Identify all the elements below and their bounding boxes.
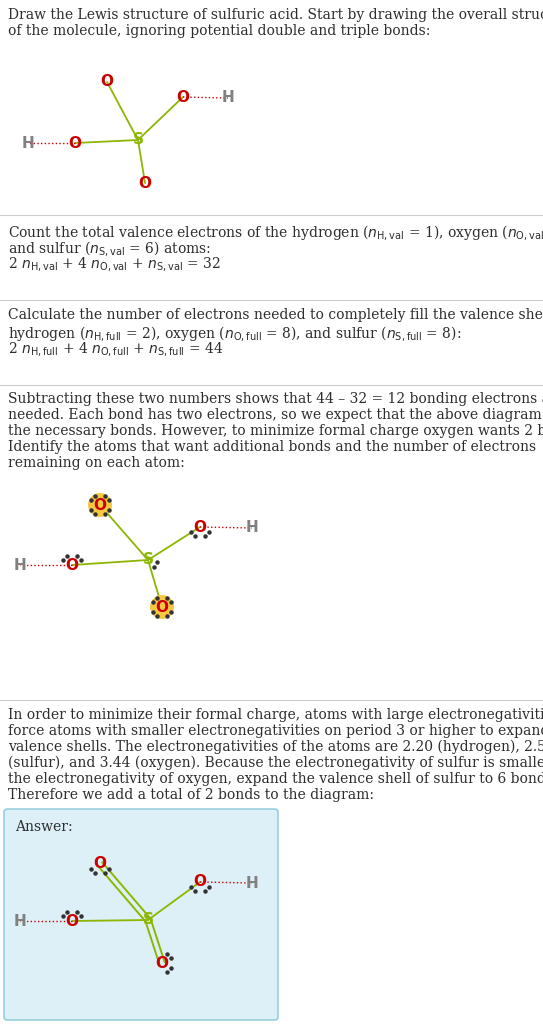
Text: Identify the atoms that want additional bonds and the number of electrons: Identify the atoms that want additional … bbox=[8, 440, 536, 454]
Text: force atoms with smaller electronegativities on period 3 or higher to expand the: force atoms with smaller electronegativi… bbox=[8, 724, 543, 738]
Text: Count the total valence electrons of the hydrogen ($n_{\mathrm{H,val}}$ = 1), ox: Count the total valence electrons of the… bbox=[8, 223, 543, 242]
Circle shape bbox=[150, 594, 174, 619]
Text: of the molecule, ignoring potential double and triple bonds:: of the molecule, ignoring potential doub… bbox=[8, 24, 431, 38]
Text: Answer:: Answer: bbox=[15, 820, 73, 834]
Text: (sulfur), and 3.44 (oxygen). Because the electronegativity of sulfur is smaller : (sulfur), and 3.44 (oxygen). Because the… bbox=[8, 756, 543, 771]
Text: the electronegativity of oxygen, expand the valence shell of sulfur to 6 bonds.: the electronegativity of oxygen, expand … bbox=[8, 772, 543, 786]
Text: H: H bbox=[222, 90, 235, 106]
Text: remaining on each atom:: remaining on each atom: bbox=[8, 456, 185, 470]
FancyBboxPatch shape bbox=[4, 809, 278, 1020]
Text: Therefore we add a total of 2 bonds to the diagram:: Therefore we add a total of 2 bonds to t… bbox=[8, 788, 374, 802]
Text: O: O bbox=[93, 857, 106, 871]
Text: Draw the Lewis structure of sulfuric acid. Start by drawing the overall structur: Draw the Lewis structure of sulfuric aci… bbox=[8, 8, 543, 22]
Text: S: S bbox=[142, 552, 154, 568]
Text: H: H bbox=[245, 521, 258, 535]
Text: S: S bbox=[132, 132, 143, 148]
Text: O: O bbox=[66, 913, 79, 929]
Text: O: O bbox=[93, 497, 106, 512]
Text: 2 $n_{\mathrm{H,val}}$ + 4 $n_{\mathrm{O,val}}$ + $n_{\mathrm{S,val}}$ = 32: 2 $n_{\mathrm{H,val}}$ + 4 $n_{\mathrm{O… bbox=[8, 255, 221, 273]
Text: O: O bbox=[66, 558, 79, 573]
Text: and sulfur ($n_{\mathrm{S,val}}$ = 6) atoms:: and sulfur ($n_{\mathrm{S,val}}$ = 6) at… bbox=[8, 239, 211, 258]
Text: the necessary bonds. However, to minimize formal charge oxygen wants 2 bonds.: the necessary bonds. However, to minimiz… bbox=[8, 424, 543, 438]
Text: O: O bbox=[155, 600, 168, 615]
Text: 2 $n_{\mathrm{H,full}}$ + 4 $n_{\mathrm{O,full}}$ + $n_{\mathrm{S,full}}$ = 44: 2 $n_{\mathrm{H,full}}$ + 4 $n_{\mathrm{… bbox=[8, 340, 223, 358]
Text: H: H bbox=[245, 875, 258, 891]
Text: Subtracting these two numbers shows that 44 – 32 = 12 bonding electrons are: Subtracting these two numbers shows that… bbox=[8, 392, 543, 406]
Text: hydrogen ($n_{\mathrm{H,full}}$ = 2), oxygen ($n_{\mathrm{O,full}}$ = 8), and su: hydrogen ($n_{\mathrm{H,full}}$ = 2), ox… bbox=[8, 324, 462, 343]
Text: O: O bbox=[155, 955, 168, 971]
Text: O: O bbox=[193, 874, 206, 890]
Text: O: O bbox=[138, 175, 151, 191]
Text: O: O bbox=[176, 89, 190, 105]
Text: H: H bbox=[14, 913, 27, 929]
Text: needed. Each bond has two electrons, so we expect that the above diagram has all: needed. Each bond has two electrons, so … bbox=[8, 408, 543, 422]
Text: O: O bbox=[68, 135, 81, 151]
Circle shape bbox=[88, 493, 112, 517]
Text: valence shells. The electronegativities of the atoms are 2.20 (hydrogen), 2.58: valence shells. The electronegativities … bbox=[8, 740, 543, 754]
Text: Calculate the number of electrons needed to completely fill the valence shells f: Calculate the number of electrons needed… bbox=[8, 308, 543, 322]
Text: S: S bbox=[142, 912, 154, 928]
Text: In order to minimize their formal charge, atoms with large electronegativities c: In order to minimize their formal charge… bbox=[8, 708, 543, 722]
Text: O: O bbox=[100, 75, 113, 89]
Text: O: O bbox=[193, 520, 206, 534]
Text: H: H bbox=[22, 135, 34, 151]
Text: H: H bbox=[14, 558, 27, 573]
